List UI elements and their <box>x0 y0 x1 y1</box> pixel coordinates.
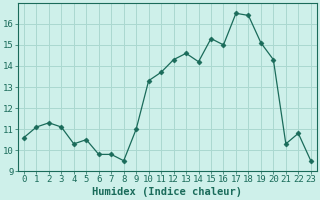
X-axis label: Humidex (Indice chaleur): Humidex (Indice chaleur) <box>92 187 242 197</box>
